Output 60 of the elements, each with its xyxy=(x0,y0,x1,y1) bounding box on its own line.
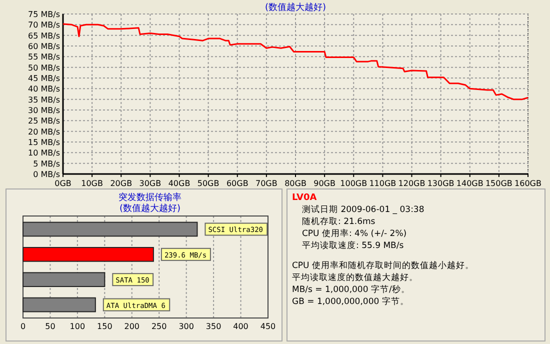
x-tick-label: 70GB xyxy=(256,179,278,188)
y-tick-label: 10 MB/s xyxy=(28,148,60,158)
bar xyxy=(22,297,96,312)
y-tick-label: 60 MB/s xyxy=(28,42,60,51)
y-tick-label: 70 MB/s xyxy=(28,20,60,30)
y-tick-label: 40 MB/s xyxy=(28,84,60,94)
text: 随机存取: 21.6ms xyxy=(302,216,376,227)
bar xyxy=(22,222,198,237)
bar xyxy=(22,246,154,262)
x-tick-label: 160GB xyxy=(514,179,542,188)
chart-title: (数值越大越好) xyxy=(264,2,326,13)
text: 测试日期 2009-06-01 _ 03:38 xyxy=(302,204,424,215)
x-tick-label: 150GB xyxy=(485,179,512,188)
x-tick-label: 250 xyxy=(151,322,167,331)
x-tick-label: 0GB xyxy=(54,179,72,188)
x-tick-label: 300 xyxy=(178,322,194,331)
y-tick-label: 15 MB/s xyxy=(28,138,60,147)
x-tick-label: 120GB xyxy=(398,179,426,188)
x-tick-label: 150 xyxy=(97,322,112,331)
y-tick-label: 65 MB/s xyxy=(28,31,60,40)
chart-subtitle: (数值越大越好) xyxy=(119,203,181,214)
x-tick-label: 100 xyxy=(70,322,86,331)
y-tick-label: 5 MB/s xyxy=(33,159,60,168)
y-tick-label: 25 MB/s xyxy=(28,116,60,126)
y-tick-label: 20 MB/s xyxy=(28,127,60,136)
text: 平均读取速度: 55.9 MB/s xyxy=(302,240,404,251)
x-tick-label: 50GB xyxy=(197,179,220,188)
text: CPU 使用率和随机存取时间的数值越小越好。 xyxy=(292,260,474,271)
chart-title: 突发数据传输率 xyxy=(118,192,182,203)
x-tick-label: 20GB xyxy=(110,179,132,188)
x-tick-label: 100GB xyxy=(340,179,368,188)
x-tick-label: 50 xyxy=(45,322,56,331)
x-tick-label: 130GB xyxy=(427,179,454,188)
y-tick-label: 35 MB/s xyxy=(28,95,60,104)
text: LV0A xyxy=(292,193,317,203)
x-tick-label: 10GB xyxy=(81,179,103,188)
y-tick-label: 75 MB/s xyxy=(28,10,60,19)
x-tick-label: 90GB xyxy=(314,179,336,188)
x-tick-label: 350 xyxy=(206,322,222,331)
y-tick-label: 0 MB/s xyxy=(33,170,60,179)
x-tick-label: 110GB xyxy=(369,179,396,188)
text: GB = 1,000,000,000 字节。 xyxy=(292,296,409,307)
y-tick-label: 45 MB/s xyxy=(28,74,60,83)
x-tick-label: 200 xyxy=(124,322,140,331)
x-tick-label: 60GB xyxy=(226,179,248,188)
x-tick-label: 80GB xyxy=(284,179,306,188)
line-series xyxy=(62,23,529,100)
x-tick-label: 400 xyxy=(233,322,248,331)
x-tick-label: 30GB xyxy=(139,179,162,188)
y-tick-label: 50 MB/s xyxy=(28,63,60,72)
y-tick-label: 30 MB/s xyxy=(28,106,60,115)
bar xyxy=(22,272,106,288)
y-tick-label: 55 MB/s xyxy=(28,52,60,62)
x-tick-label: 140GB xyxy=(456,179,484,188)
x-tick-label: 40GB xyxy=(168,179,190,188)
text: 平均读取速度的数值越大越好。 xyxy=(292,272,418,283)
text: CPU 使用率: 4% (+/- 2%) xyxy=(302,228,407,239)
x-tick-label: 0 xyxy=(20,322,26,331)
x-tick-label: 450 xyxy=(260,322,276,331)
text: MB/s = 1,000,000 字节/秒。 xyxy=(292,284,410,295)
